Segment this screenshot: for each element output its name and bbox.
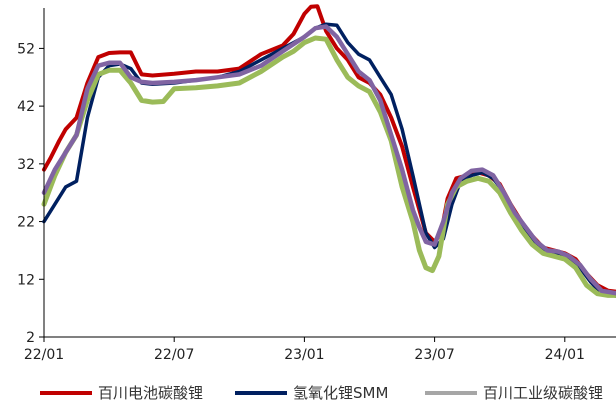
- y-tick-label: 2: [26, 330, 35, 346]
- legend-swatch: [425, 390, 477, 395]
- legend-label: 氢氧化锂SMM: [293, 384, 389, 402]
- x-tick-label: 23/01: [284, 347, 324, 363]
- legend-swatch: [40, 390, 92, 395]
- y-axis-ticks: 2 12 22 32 42 52: [17, 41, 44, 346]
- x-axis-ticks: 22/0122/0723/0123/0724/0124/0725/0125/07…: [24, 337, 585, 363]
- legend-label: 百川工业级碳酸锂: [483, 384, 604, 402]
- series-line-2: [41, 35, 616, 298]
- x-tick-label: 22/01: [24, 347, 64, 363]
- y-tick-label: 32: [17, 157, 35, 173]
- series-line-3: [41, 24, 616, 296]
- y-tick-label: 52: [17, 41, 35, 57]
- legend-swatch: [235, 390, 287, 395]
- y-tick-label: 42: [17, 99, 35, 115]
- series-lines: [41, 4, 616, 298]
- legend-item-industrial-lithium-carbonate: 百川工业级碳酸锂: [425, 382, 603, 403]
- x-tick-label: 22/07: [154, 347, 194, 363]
- y-tick-label: 12: [17, 272, 35, 288]
- legend-item-lithium-hydroxide: 氢氧化锂SMM: [235, 382, 388, 403]
- y-tick-label: 22: [17, 215, 35, 231]
- legend-label: 百川电池碳酸锂: [98, 384, 204, 402]
- series-line-1: [42, 22, 616, 298]
- x-tick-label: 24/01: [545, 347, 585, 363]
- legend-item-battery-lithium-carbonate: 百川电池碳酸锂: [40, 382, 203, 403]
- chart-legend: 百川电池碳酸锂 氢氧化锂SMM 百川工业级碳酸锂: [0, 380, 616, 403]
- x-tick-label: 23/07: [414, 347, 454, 363]
- series-line-0: [42, 4, 616, 294]
